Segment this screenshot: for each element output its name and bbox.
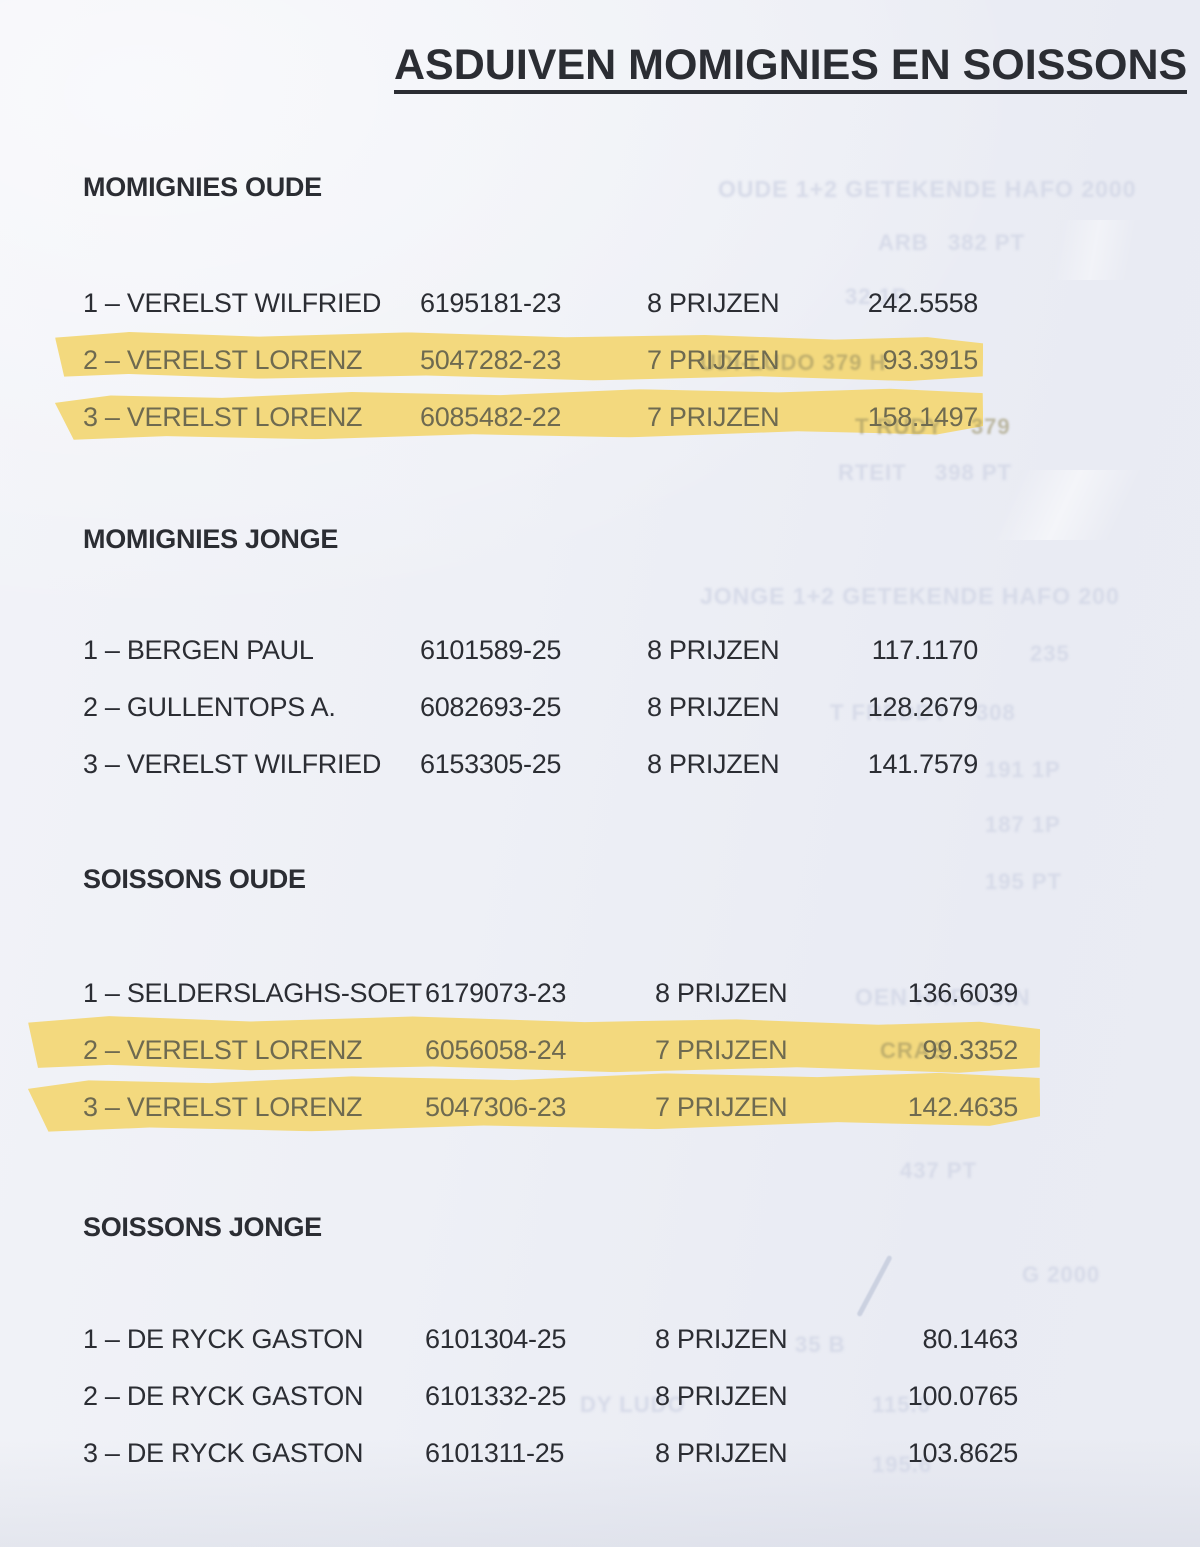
- cell-entry: 1 – BERGEN PAUL: [83, 635, 314, 665]
- cell-entry: 3 – VERELST LORENZ: [83, 1092, 363, 1122]
- section-soissons-oude: SOISSONS OUDE 1 – SELDERSLAGHS-SOET 617907…: [83, 864, 306, 894]
- cell-prizes: 8 PRIJZEN: [655, 1438, 788, 1468]
- result-row: 3 – VERELST LORENZ 6085482-22 7 PRIJZEN 158…: [83, 403, 978, 460]
- result-row: 1 – DE RYCK GASTON 6101304-25 8 PRIJZEN 80.…: [83, 1325, 1018, 1382]
- cell-entry: 2 – GULLENTOPS A.: [83, 692, 336, 722]
- cell-coefficient: 136.6039: [907, 978, 1019, 1008]
- paper-crease: [980, 220, 1200, 280]
- bleedthrough-text: RTEIT 398 PT: [838, 460, 1012, 485]
- cell-ring: 6195181-23: [420, 288, 562, 318]
- cell-entry: 2 – DE RYCK GASTON: [83, 1381, 364, 1411]
- bleedthrough-text: 382 PT: [948, 230, 1025, 255]
- bleedthrough-text: 235: [1030, 641, 1070, 666]
- bleedthrough-text: 437 PT: [900, 1158, 977, 1183]
- result-row: 2 – VERELST LORENZ 5047282-23 7 PRIJZEN 93.…: [83, 346, 978, 403]
- section-heading: MOMIGNIES JONGE: [83, 524, 339, 554]
- cell-coefficient: 80.1463: [922, 1324, 1019, 1354]
- result-row: 2 – DE RYCK GASTON 6101332-25 8 PRIJZEN 100…: [83, 1382, 1018, 1439]
- paper-crease: [930, 470, 1200, 540]
- cell-coefficient: 99.3352: [922, 1035, 1019, 1065]
- section-rows: 1 – BERGEN PAUL 6101589-25 8 PRIJZEN 117.11…: [83, 636, 978, 807]
- cell-entry: 1 – SELDERSLAGHS-SOET: [83, 978, 422, 1008]
- cell-ring: 6153305-25: [420, 749, 562, 779]
- section-heading: MOMIGNIES OUDE: [83, 172, 322, 202]
- page-title: ASDUIVEN MOMIGNIES EN SOISSONS: [394, 42, 1188, 94]
- cell-entry: 1 – VERELST WILFRIED: [83, 288, 382, 318]
- cell-coefficient: 142.4635: [907, 1092, 1019, 1122]
- cell-prizes: 7 PRIJZEN: [655, 1092, 788, 1122]
- section-momignies-jonge: MOMIGNIES JONGE 1 – BERGEN PAUL 6101589-25…: [83, 524, 978, 778]
- section-soissons-jonge: SOISSONS JONGE 1 – DE RYCK GASTON 6101304-…: [83, 1212, 1018, 1467]
- section-rows: 1 – VERELST WILFRIED 6195181-23 8 PRIJZEN 2…: [83, 289, 978, 460]
- result-row: 1 – VERELST WILFRIED 6195181-23 8 PRIJZEN 2…: [83, 289, 978, 346]
- result-row: 2 – VERELST LORENZ 6056058-24 7 PRIJZEN 99.…: [83, 1036, 1018, 1093]
- cell-coefficient: 141.7579: [867, 749, 979, 779]
- bleedthrough-text: JONGE 1+2 GETEKENDE HAFO 200: [700, 583, 1120, 609]
- cell-ring: 6056058-24: [425, 1035, 567, 1065]
- cell-coefficient: 128.2679: [867, 692, 979, 722]
- result-row: 3 – VERELST LORENZ 5047306-23 7 PRIJZEN 142…: [83, 1093, 1018, 1150]
- cell-ring: 5047282-23: [420, 345, 562, 375]
- cell-prizes: 8 PRIJZEN: [655, 978, 788, 1008]
- bleedthrough-text: ARB: [878, 230, 929, 255]
- cell-coefficient: 158.1497: [867, 402, 979, 432]
- cell-prizes: 7 PRIJZEN: [647, 402, 780, 432]
- cell-ring: 6101332-25: [425, 1381, 567, 1411]
- bleedthrough-text: OUDE 1+2 GETEKENDE HAFO 2000: [718, 176, 1137, 202]
- bleedthrough-text: 195 PT: [985, 869, 1062, 894]
- result-row: 1 – BERGEN PAUL 6101589-25 8 PRIJZEN 117.11…: [83, 636, 978, 693]
- cell-ring: 6101589-25: [420, 635, 562, 665]
- bleedthrough-text: 191 1P: [985, 757, 1061, 782]
- cell-prizes: 7 PRIJZEN: [655, 1035, 788, 1065]
- cell-prizes: 7 PRIJZEN: [647, 345, 780, 375]
- cell-prizes: 8 PRIJZEN: [655, 1381, 788, 1411]
- section-heading: SOISSONS OUDE: [83, 864, 306, 894]
- cell-entry: 2 – VERELST LORENZ: [83, 345, 363, 375]
- result-row: 3 – VERELST WILFRIED 6153305-25 8 PRIJZEN 1…: [83, 750, 978, 807]
- result-row: 3 – DE RYCK GASTON 6101311-25 8 PRIJZEN 103…: [83, 1439, 1018, 1496]
- pen-mark: [856, 1254, 893, 1318]
- cell-coefficient: 117.1170: [871, 635, 979, 665]
- result-row: 2 – GULLENTOPS A. 6082693-25 8 PRIJZEN 128.…: [83, 693, 978, 750]
- cell-prizes: 8 PRIJZEN: [647, 692, 780, 722]
- cell-coefficient: 100.0765: [907, 1381, 1019, 1411]
- cell-prizes: 8 PRIJZEN: [655, 1324, 788, 1354]
- cell-entry: 3 – VERELST LORENZ: [83, 402, 363, 432]
- cell-entry: 3 – VERELST WILFRIED: [83, 749, 382, 779]
- cell-ring: 6082693-25: [420, 692, 562, 722]
- cell-ring: 5047306-23: [425, 1092, 567, 1122]
- cell-coefficient: 103.8625: [907, 1438, 1019, 1468]
- result-row: 1 – SELDERSLAGHS-SOET 6179073-23 8 PRIJZEN…: [83, 979, 1018, 1036]
- bleedthrough-text: G 2000: [1022, 1262, 1101, 1287]
- cell-ring: 6101304-25: [425, 1324, 567, 1354]
- section-momignies-oude: MOMIGNIES OUDE 1 – VERELST WILFRIED 619518…: [83, 172, 322, 202]
- section-rows: 1 – SELDERSLAGHS-SOET 6179073-23 8 PRIJZEN…: [83, 979, 1018, 1150]
- cell-prizes: 8 PRIJZEN: [647, 749, 780, 779]
- cell-entry: 3 – DE RYCK GASTON: [83, 1438, 364, 1468]
- section-rows: 1 – DE RYCK GASTON 6101304-25 8 PRIJZEN 80.…: [83, 1325, 1018, 1496]
- cell-prizes: 8 PRIJZEN: [647, 635, 780, 665]
- cell-ring: 6179073-23: [425, 978, 567, 1008]
- cell-coefficient: 242.5558: [867, 288, 979, 318]
- bleedthrough-text: 187 1P: [985, 812, 1061, 837]
- cell-entry: 1 – DE RYCK GASTON: [83, 1324, 364, 1354]
- section-heading: SOISSONS JONGE: [83, 1212, 322, 1242]
- cell-ring: 6085482-22: [420, 402, 562, 432]
- cell-prizes: 8 PRIJZEN: [647, 288, 780, 318]
- cell-coefficient: 93.3915: [882, 345, 979, 375]
- cell-ring: 6101311-25: [425, 1438, 565, 1468]
- cell-entry: 2 – VERELST LORENZ: [83, 1035, 363, 1065]
